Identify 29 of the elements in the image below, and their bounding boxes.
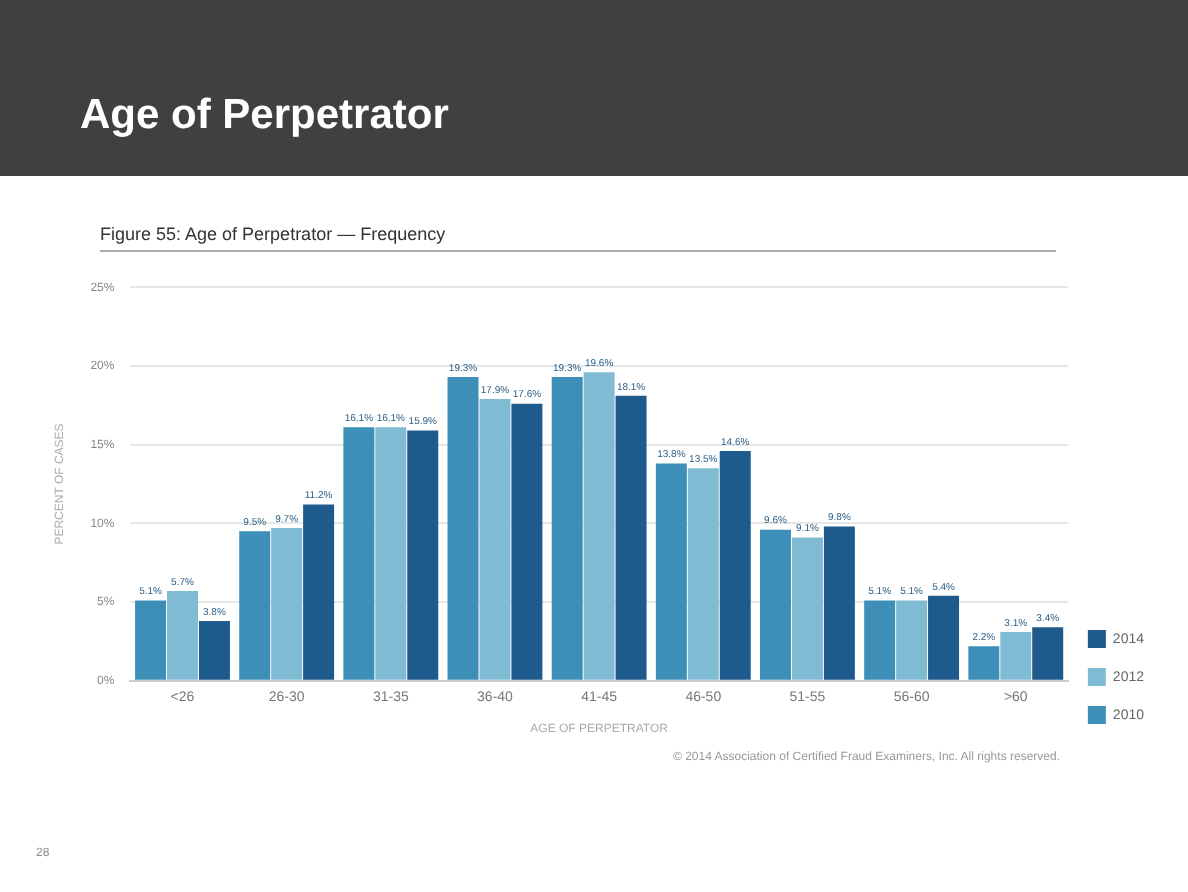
bar (1032, 627, 1064, 680)
bar (583, 372, 615, 680)
bar (551, 376, 583, 680)
bar (760, 529, 792, 680)
bar (167, 591, 198, 680)
bar (198, 620, 230, 680)
bar (303, 504, 335, 680)
bar (1000, 631, 1032, 680)
chart-subtitle: Figure 55: Age of Perpetrator — Frequency (100, 224, 1056, 252)
bar (687, 468, 719, 680)
bar (271, 528, 303, 680)
bar (655, 463, 687, 680)
bar (928, 595, 960, 680)
bar (823, 526, 855, 680)
bar (615, 395, 647, 680)
bar (135, 600, 167, 680)
bar (239, 531, 271, 680)
bar (447, 376, 479, 680)
chart-title: Age of Perpetrator (80, 92, 449, 140)
bar (479, 398, 511, 680)
bar (896, 600, 928, 680)
bar (791, 537, 823, 680)
bar (864, 600, 896, 680)
bar (968, 646, 1000, 680)
bar (343, 427, 375, 680)
bar (719, 450, 751, 680)
bar (407, 430, 439, 680)
bar (375, 427, 407, 680)
bar (511, 403, 543, 680)
